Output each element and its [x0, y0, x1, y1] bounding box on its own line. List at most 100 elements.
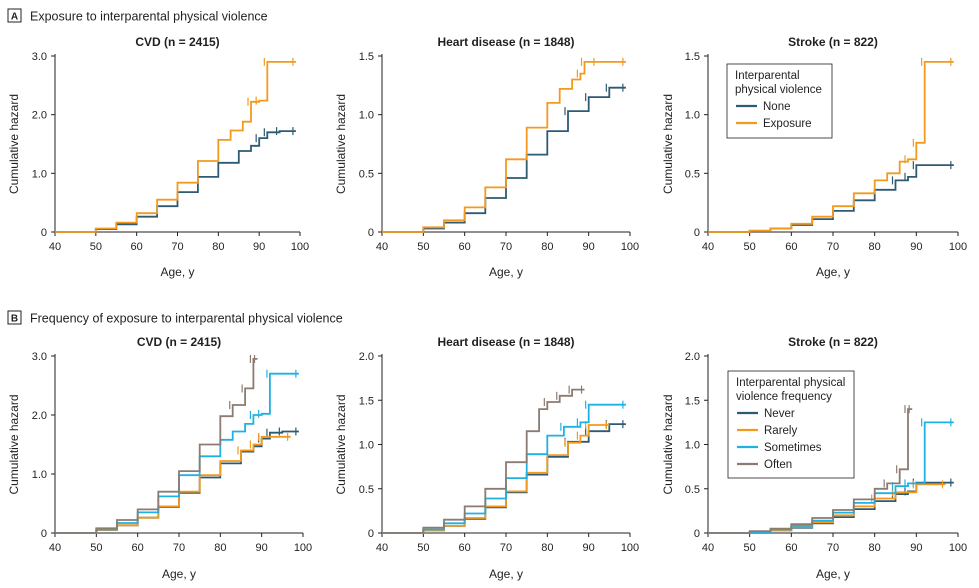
- section-b-badge: B: [11, 314, 18, 325]
- series-line-exposure: [708, 61, 954, 233]
- x-tick-label: 80: [869, 542, 881, 554]
- y-tick-label: 1.0: [359, 110, 374, 122]
- chart-title: CVD (n = 2415): [135, 35, 219, 49]
- y-axis-label: Cumulative hazard: [661, 394, 675, 494]
- x-tick-label: 100: [291, 241, 309, 253]
- section-a-title: Exposure to interparental physical viole…: [30, 10, 268, 24]
- x-tick-label: 80: [212, 241, 224, 253]
- chart-panel-3: Stroke (n = 822) 40 50 60 70 80 90 100 0 0.5 1.0 1.…: [661, 35, 967, 279]
- x-axis-label: Age, y: [816, 265, 850, 279]
- y-tick-label: 1.5: [685, 395, 700, 407]
- x-tick-label: 70: [500, 241, 512, 253]
- x-tick-label: 40: [702, 542, 714, 554]
- legend: Interparental physical violence None Exposu…: [726, 63, 833, 139]
- x-tick-label: 80: [869, 241, 881, 253]
- chart-panel-6: Stroke (n = 822) 40 50 60 70 80 90 100 0 0.5 1.0 1.…: [661, 335, 967, 581]
- y-tick-label: 1.0: [685, 440, 700, 452]
- x-tick-label: 50: [90, 241, 102, 253]
- y-tick-label: 1.5: [359, 395, 374, 407]
- section-b-title: Frequency of exposure to interparental p…: [30, 312, 343, 326]
- x-tick-label: 100: [621, 542, 639, 554]
- section-a-header: A Exposure to interparental physical vio…: [7, 8, 268, 24]
- y-tick-label: 0: [694, 528, 700, 540]
- y-tick-label: 0: [368, 227, 374, 239]
- y-tick-label: 0.5: [685, 484, 700, 496]
- chart-panel-1: CVD (n = 2415) 40 50 60 70 80 90 100 0 1.0 2.0 3.0 A…: [7, 35, 309, 279]
- y-tick-label: 2.0: [359, 351, 374, 363]
- y-tick-label: 0: [41, 227, 47, 239]
- x-tick-label: 40: [376, 241, 388, 253]
- series-line-never: [382, 423, 626, 534]
- y-tick-label: 3.0: [32, 51, 47, 63]
- x-tick-label: 100: [949, 542, 967, 554]
- y-tick-label: 0.5: [685, 168, 700, 180]
- legend-entry-exposure: Exposure: [763, 118, 812, 130]
- x-tick-label: 90: [910, 542, 922, 554]
- legend-entry-sometimes: Sometimes: [764, 442, 822, 454]
- legend-title: Interparental physical: [736, 377, 845, 389]
- x-tick-label: 50: [417, 241, 429, 253]
- chart-panel-2: Heart disease (n = 1848) 40 50 60 70 80 90 100 0…: [334, 35, 639, 279]
- x-tick-label: 90: [253, 241, 265, 253]
- x-tick-label: 90: [910, 241, 922, 253]
- series-line-sometimes: [382, 403, 626, 534]
- legend-box: [726, 63, 833, 139]
- series-line-exposure: [382, 61, 626, 233]
- y-tick-label: 0: [41, 528, 47, 540]
- series-line-rarely: [55, 435, 291, 534]
- x-tick-label: 100: [294, 542, 312, 554]
- series-line-often: [708, 408, 913, 534]
- legend-entry-often: Often: [764, 459, 792, 471]
- x-tick-label: 50: [417, 542, 429, 554]
- chart-title: Heart disease (n = 1848): [437, 335, 574, 349]
- y-axis-label: Cumulative hazard: [334, 394, 348, 494]
- x-tick-label: 40: [49, 542, 61, 554]
- y-tick-label: 1.5: [359, 51, 374, 63]
- y-tick-label: 0.5: [359, 484, 374, 496]
- chart-panel-4: CVD (n = 2415) 40 50 60 70 80 90 100 0 1.0 2.0 3.0 A…: [7, 335, 312, 581]
- y-axis-label: Cumulative hazard: [7, 394, 21, 494]
- y-tick-label: 2.0: [32, 110, 47, 122]
- legend: Interparental physical violence frequency…: [727, 370, 855, 479]
- series-line-rarely: [708, 483, 946, 534]
- section-a-badge-box: [7, 8, 22, 23]
- legend-title: violence frequency: [736, 391, 832, 403]
- legend-title: physical violence: [735, 84, 822, 96]
- x-tick-label: 100: [621, 241, 639, 253]
- series-line-none: [55, 130, 296, 233]
- y-axis-label: Cumulative hazard: [334, 94, 348, 194]
- legend-title: Interparental: [735, 70, 800, 82]
- x-tick-label: 90: [583, 241, 595, 253]
- y-tick-label: 2.0: [685, 351, 700, 363]
- y-tick-label: 1.0: [685, 110, 700, 122]
- x-tick-label: 60: [459, 241, 471, 253]
- x-tick-label: 60: [785, 241, 797, 253]
- x-tick-label: 70: [827, 542, 839, 554]
- y-axis-label: Cumulative hazard: [7, 94, 21, 194]
- x-tick-label: 70: [173, 542, 185, 554]
- chart-title: CVD (n = 2415): [137, 335, 221, 349]
- section-b-header: B Frequency of exposure to interparental…: [7, 310, 343, 326]
- y-tick-label: 1.5: [685, 51, 700, 63]
- series-line-never: [55, 430, 299, 534]
- x-tick-label: 70: [500, 542, 512, 554]
- x-tick-label: 50: [744, 241, 756, 253]
- y-tick-label: 2.0: [32, 410, 47, 422]
- y-tick-label: 0.5: [359, 168, 374, 180]
- legend-entry-rarely: Rarely: [764, 425, 797, 437]
- y-tick-label: 1.0: [32, 469, 47, 481]
- y-tick-label: 0: [694, 227, 700, 239]
- x-tick-label: 100: [949, 241, 967, 253]
- x-tick-label: 80: [214, 542, 226, 554]
- x-tick-label: 60: [459, 542, 471, 554]
- legend-box: [727, 370, 855, 479]
- x-tick-label: 40: [49, 241, 61, 253]
- x-tick-label: 50: [90, 542, 102, 554]
- x-axis-label: Age, y: [160, 265, 194, 279]
- x-tick-label: 70: [171, 241, 183, 253]
- x-tick-label: 50: [744, 542, 756, 554]
- y-tick-label: 0: [368, 528, 374, 540]
- x-tick-label: 40: [702, 241, 714, 253]
- legend-entry-none: None: [763, 101, 791, 113]
